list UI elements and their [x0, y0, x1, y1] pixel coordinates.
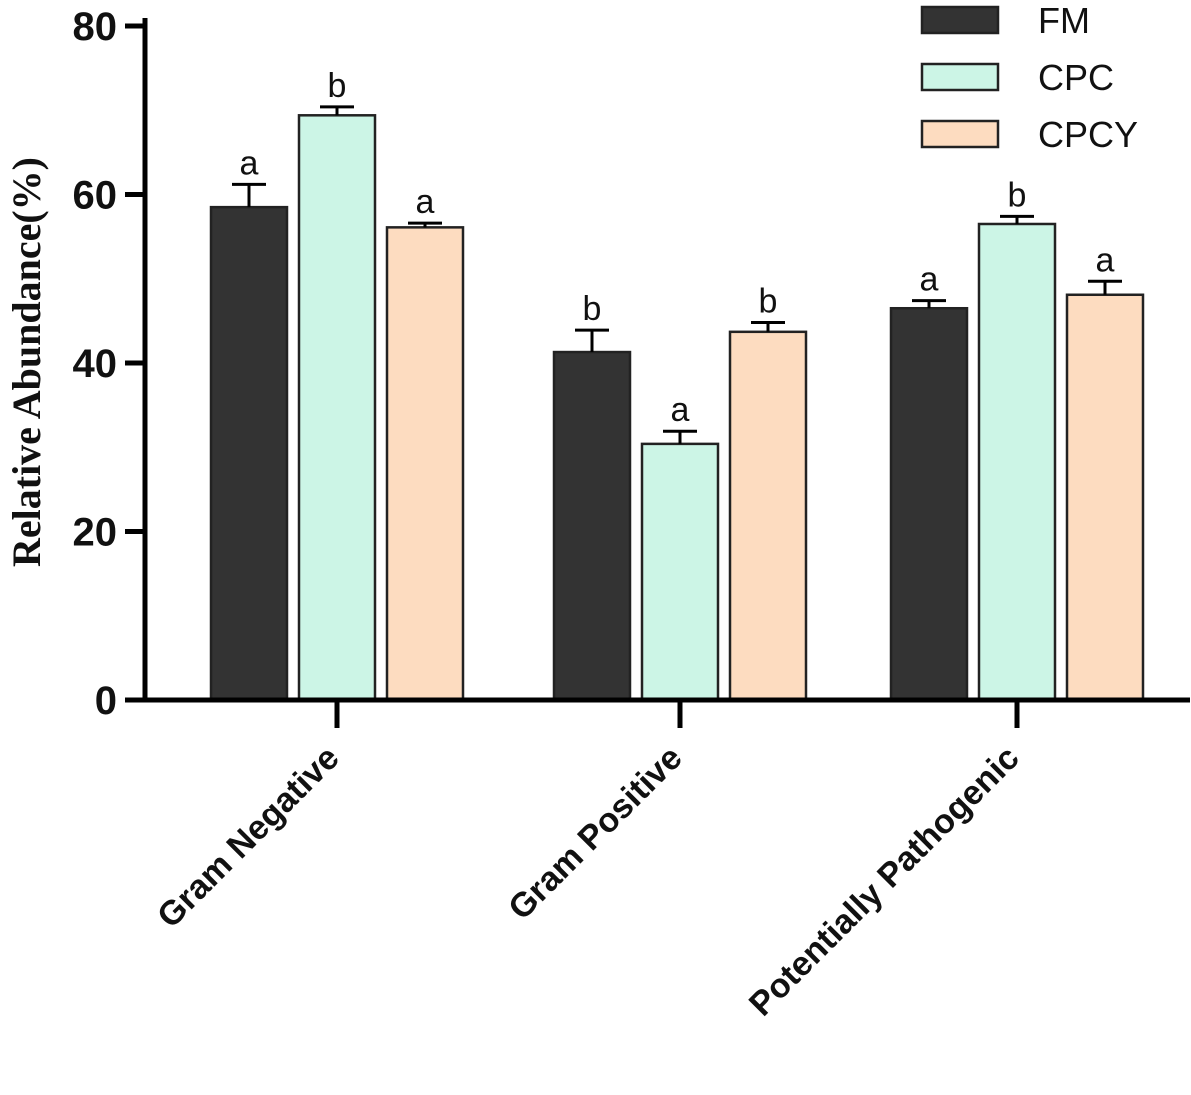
- significance-letter: a: [920, 261, 939, 299]
- bar-cpcy: [385, 226, 465, 702]
- y-tick-label: 80: [73, 5, 118, 49]
- legend-swatch-cpcy: [920, 119, 1000, 149]
- significance-letter: b: [759, 283, 778, 321]
- bar-fm: [889, 306, 969, 702]
- y-tick-label: 60: [73, 174, 118, 218]
- y-tick-label: 20: [73, 511, 118, 555]
- significance-letter: a: [1096, 241, 1115, 279]
- x-category-label: Potentially Pathogenic: [742, 739, 1027, 1024]
- x-category-label: Gram Positive: [501, 739, 690, 928]
- bar-fm: [552, 350, 632, 702]
- significance-letter: b: [583, 290, 602, 328]
- significance-letter: a: [416, 183, 435, 221]
- bar-fm: [209, 205, 289, 702]
- legend: FM CPC CPCY: [920, 0, 1138, 155]
- significance-letter: a: [671, 391, 690, 429]
- x-category-label: Gram Negative: [150, 739, 347, 936]
- bar-cpc: [977, 222, 1057, 702]
- bar-cpc: [640, 442, 720, 702]
- y-tick-label: 0: [95, 679, 117, 723]
- significance-letter: a: [240, 144, 259, 182]
- bar-cpcy: [728, 330, 808, 702]
- y-tick-label: 40: [73, 342, 118, 386]
- y-axis-label: Relative Abundance(%): [4, 157, 49, 567]
- legend-swatch-cpc: [920, 62, 1000, 92]
- bar-cpc: [297, 114, 377, 702]
- legend-swatch-fm: [920, 5, 1000, 35]
- significance-letter: b: [328, 67, 347, 105]
- bar-cpcy: [1065, 293, 1145, 702]
- bars-layer: a b a b a b a b a: [209, 67, 1145, 702]
- legend-label-fm: FM: [1038, 0, 1090, 41]
- significance-letter: b: [1008, 176, 1027, 214]
- legend-label-cpc: CPC: [1038, 57, 1114, 98]
- legend-label-cpcy: CPCY: [1038, 114, 1138, 155]
